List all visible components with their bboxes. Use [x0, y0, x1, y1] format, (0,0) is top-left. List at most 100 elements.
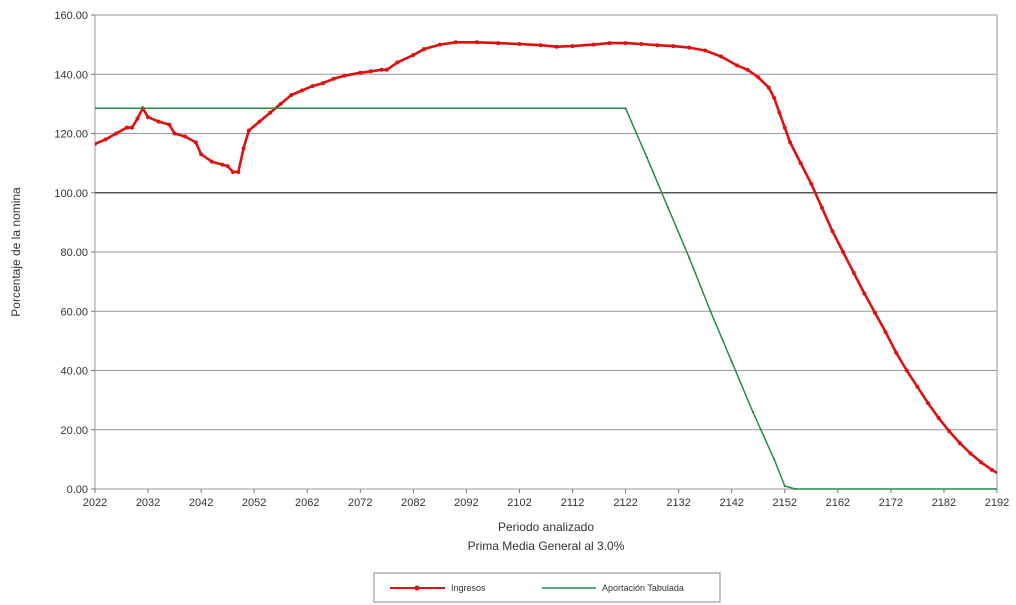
series-0-point-71	[894, 350, 899, 355]
x-tick-label-11: 2132	[666, 497, 690, 509]
x-tick-label-2: 2042	[189, 497, 213, 509]
series-0-point-51	[687, 45, 692, 50]
series-0-point-82	[1011, 478, 1015, 482]
y-axis-title: Porcentaje de la nomina	[9, 187, 23, 317]
series-0-point-54	[735, 63, 740, 68]
series-0-point-18	[236, 170, 241, 175]
x-tick-label-13: 2152	[773, 497, 797, 509]
series-0-point-2	[114, 131, 119, 136]
series-0-point-21	[257, 119, 262, 124]
series-0-point-40	[496, 41, 501, 46]
series-0-point-27	[321, 81, 326, 86]
series-0-point-56	[756, 75, 761, 80]
series-0-point-47	[623, 41, 628, 46]
series-0-point-32	[379, 67, 384, 72]
series-0-point-23	[278, 101, 283, 106]
series-0-point-0	[95, 141, 97, 146]
series-1-point-3	[666, 206, 670, 209]
series-0-point-50	[671, 44, 676, 49]
series-0-point-22	[268, 110, 273, 115]
series-0-point-30	[358, 70, 363, 75]
y-tick-label-1: 20.00	[60, 425, 88, 437]
series-line-1	[95, 107, 997, 490]
series-0-point-14	[209, 159, 214, 164]
x-tick-label-6: 2082	[401, 497, 425, 509]
series-0-point-26	[310, 84, 315, 89]
series-1-point-4	[688, 256, 691, 260]
series-0-point-31	[368, 69, 373, 74]
series-0-point-36	[421, 47, 426, 52]
series-0-point-1	[103, 137, 108, 142]
y-tick-label-2: 40.00	[60, 366, 88, 378]
legend-label-aportacion: Aportación Tabulada	[602, 583, 684, 593]
series-0-point-20	[246, 128, 251, 133]
series-0-point-52	[703, 48, 708, 53]
series-0-point-13	[199, 152, 204, 157]
x-tick-label-8: 2102	[507, 497, 531, 509]
series-0-point-10	[172, 131, 177, 136]
series-1-point-6	[730, 360, 733, 363]
series-0	[95, 40, 1015, 482]
series-0-point-42	[538, 43, 543, 48]
series-1-point-2	[645, 156, 648, 159]
y-tick-label-3: 60.00	[60, 306, 88, 318]
series-0-point-80	[989, 467, 994, 472]
series-0-point-77	[957, 441, 962, 446]
series-0-point-25	[299, 88, 304, 93]
y-tick-label-7: 140.00	[54, 69, 88, 81]
x-tick-label-16: 2182	[932, 497, 956, 509]
y-axis-ticks: 0.00 20.00 40.00 60.00 80.00 100.00 120.00 140.…	[54, 10, 95, 496]
x-tick-label-3: 2052	[242, 497, 266, 509]
series-0-point-46	[607, 41, 612, 46]
series-0-point-60	[782, 125, 787, 130]
series-0-point-34	[395, 60, 400, 65]
series-0-point-45	[591, 42, 596, 47]
series-0-point-48	[639, 42, 644, 47]
series-0-point-15	[220, 162, 225, 167]
series-0-point-38	[453, 40, 458, 45]
x-tick-label-7: 2092	[454, 497, 478, 509]
series-0-point-3	[124, 125, 129, 130]
series-0-point-81	[1000, 474, 1004, 478]
series-0-point-68	[862, 291, 867, 296]
series-0-point-12	[193, 140, 198, 145]
series-0-point-62	[798, 161, 803, 166]
series-0-point-19	[241, 146, 246, 151]
y-tick-label-5: 100.00	[54, 188, 88, 200]
series-0-point-58	[772, 95, 777, 100]
series-0-point-17	[230, 170, 235, 175]
series-0-point-67	[851, 270, 856, 275]
series-1-point-8	[773, 458, 776, 461]
series-1-point-5	[709, 310, 712, 313]
y-tick-label-4: 80.00	[60, 247, 88, 259]
series-0-point-72	[904, 368, 909, 373]
series-0-point-63	[809, 181, 814, 186]
series-0-point-55	[745, 67, 750, 72]
series-0-point-9	[167, 122, 172, 127]
x-axis-title: Periodo analizado	[498, 520, 594, 534]
series-0-point-78	[968, 451, 973, 456]
x-tick-label-15: 2172	[879, 497, 903, 509]
x-tick-label-12: 2142	[719, 497, 743, 509]
series-1-point-10	[794, 487, 797, 491]
series-0-point-24	[289, 92, 294, 97]
x-tick-label-5: 2072	[348, 497, 372, 509]
y-tick-label-6: 120.00	[54, 129, 88, 141]
series-0-point-75	[936, 415, 941, 420]
series-0-point-69	[872, 310, 877, 315]
legend: Ingresos Aportación Tabulada	[373, 572, 721, 603]
series-0-point-65	[830, 229, 835, 234]
series-0-point-73	[915, 384, 920, 389]
series-0-point-57	[766, 85, 771, 90]
series-0-point-28	[331, 76, 336, 81]
series-0-point-64	[819, 205, 824, 210]
series-0-point-7	[146, 115, 151, 120]
series-0-point-44	[570, 44, 575, 49]
x-tick-label-1: 2032	[136, 497, 160, 509]
series-0-point-76	[947, 429, 952, 434]
series-0-point-59	[777, 110, 782, 115]
x-tick-label-14: 2162	[826, 497, 850, 509]
series-0-point-5	[135, 116, 140, 121]
